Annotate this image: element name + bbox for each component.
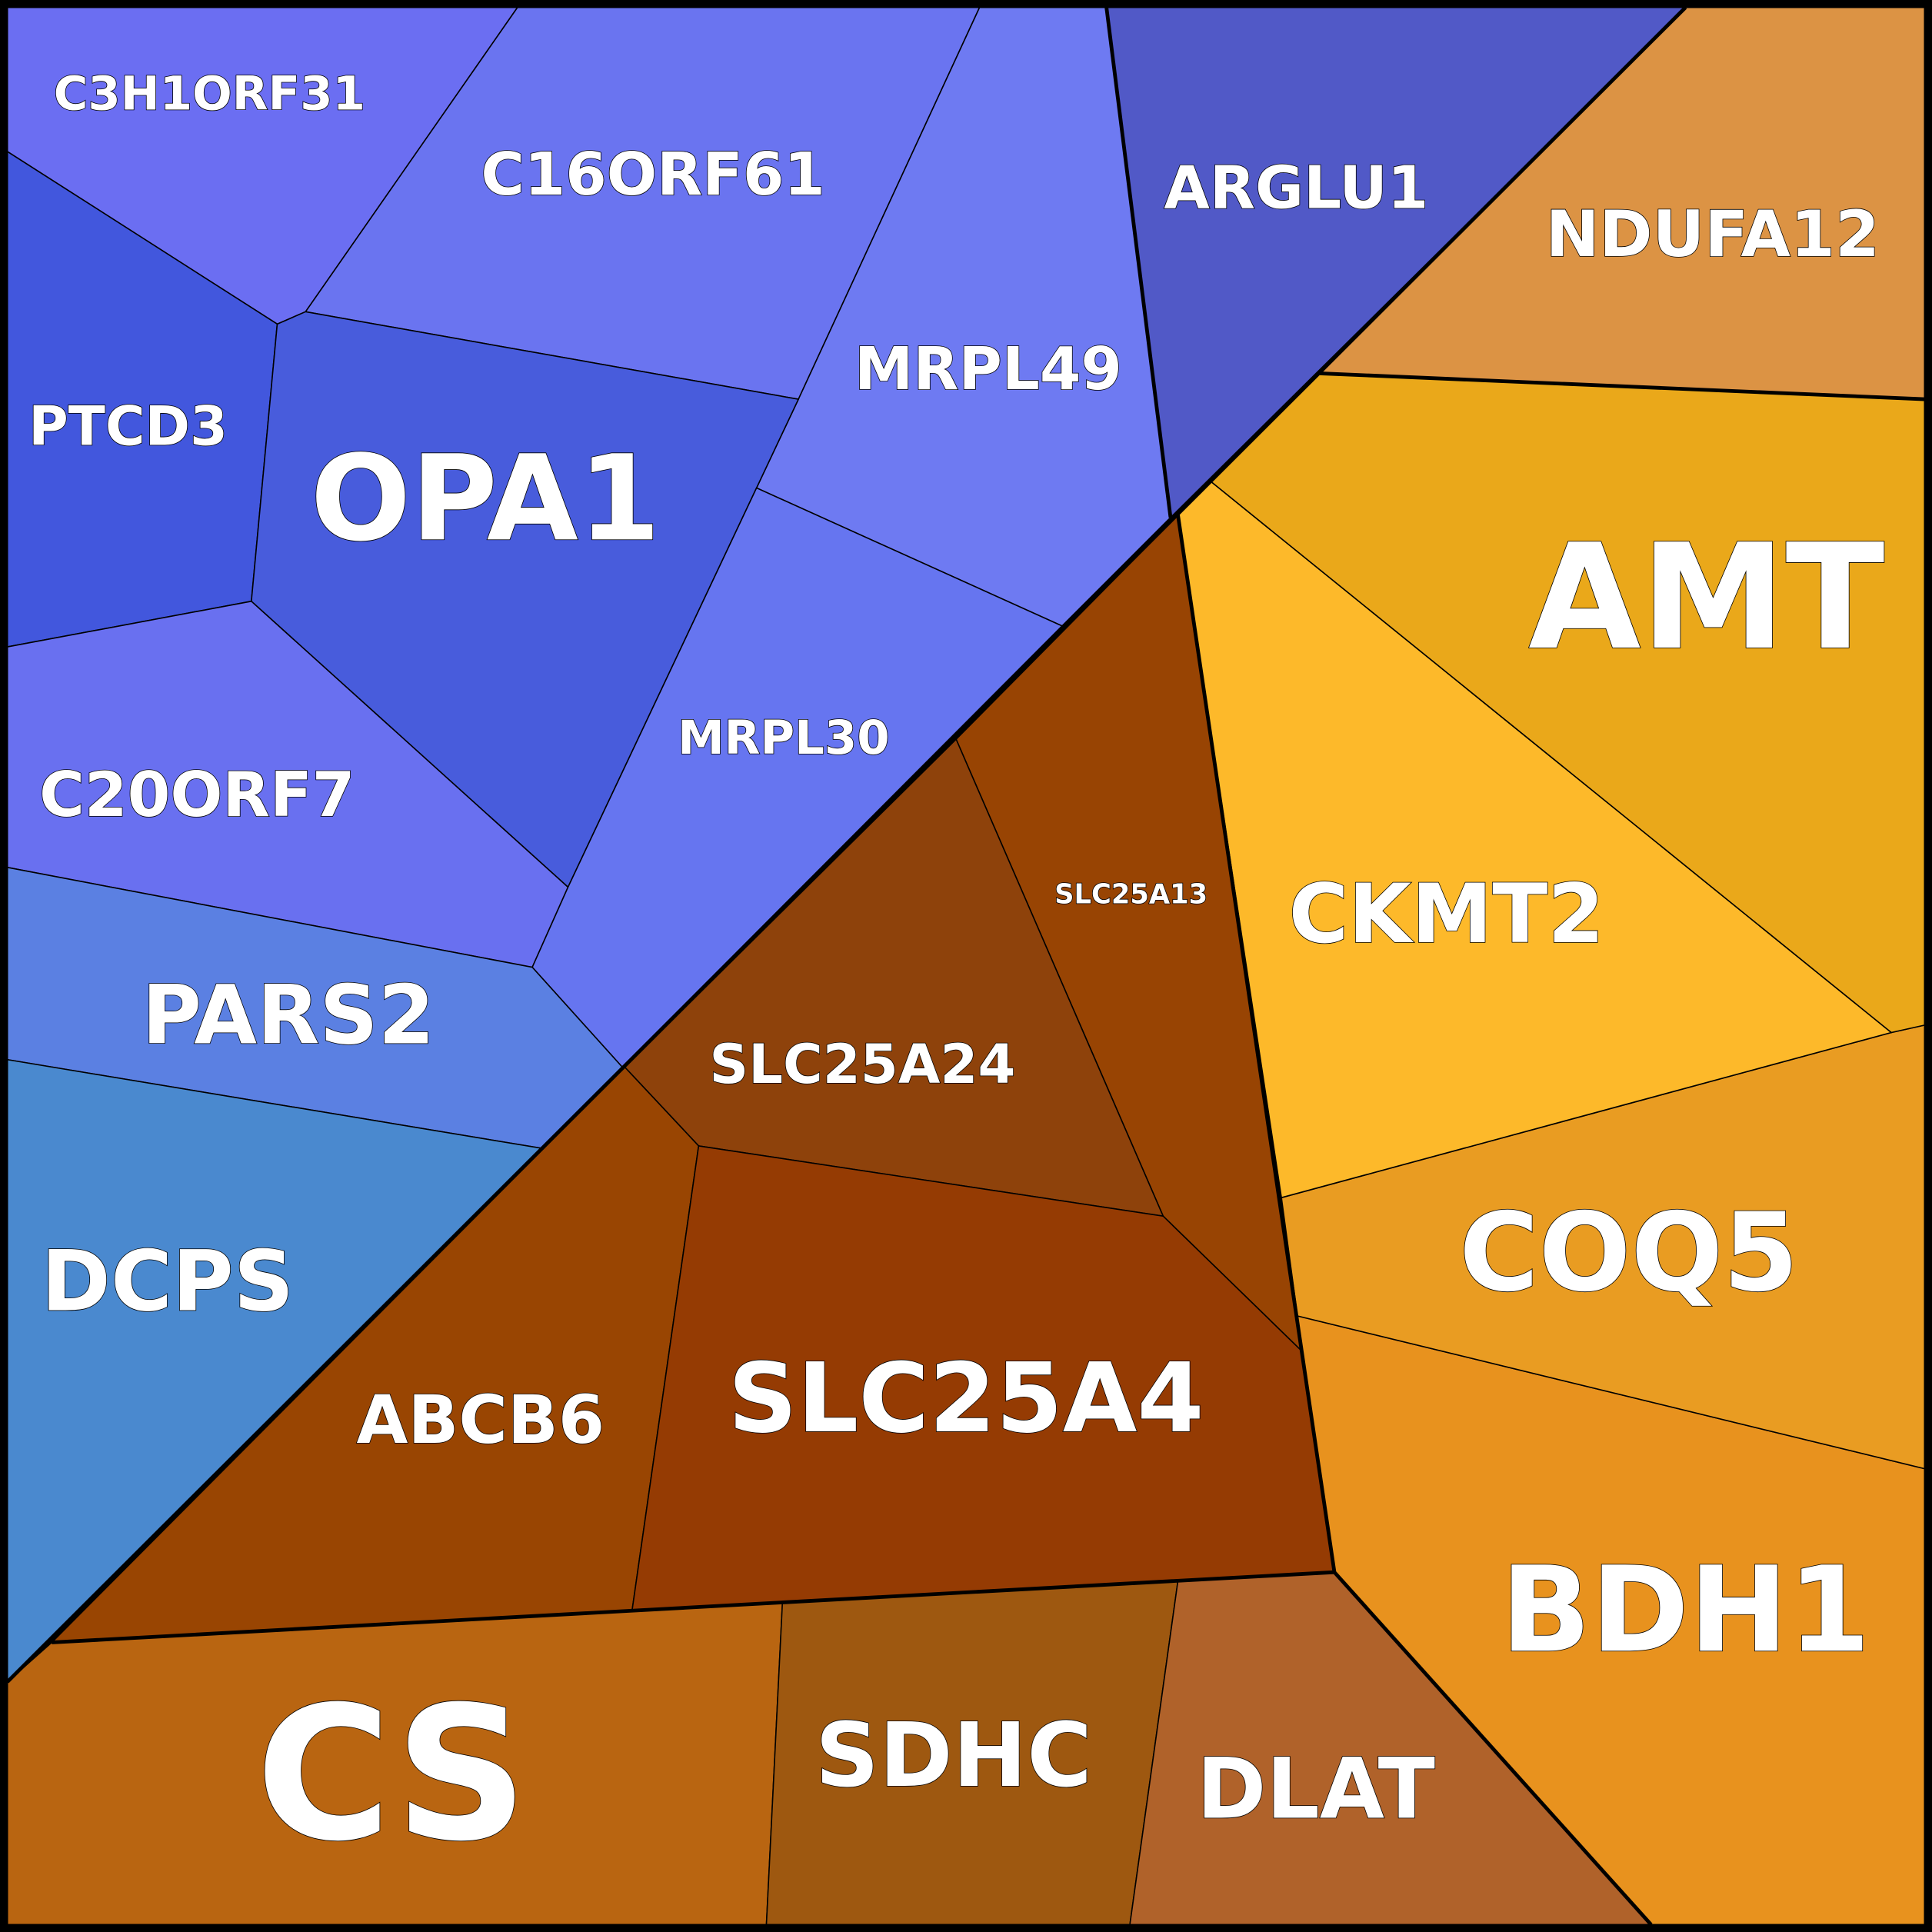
cell-label: OPA1	[311, 430, 661, 568]
cell-label: PTCD3	[28, 395, 228, 458]
cell-label: C16ORF61	[481, 141, 824, 209]
cell-label: ABCB6	[357, 1382, 605, 1459]
cell-label: C3H1ORF31	[54, 66, 365, 121]
cell-label: SDHC	[815, 1704, 1092, 1807]
cell-label: DCPS	[42, 1233, 295, 1331]
cell-label: DLAT	[1197, 1740, 1435, 1838]
cell-label: CKMT2	[1289, 867, 1604, 961]
group-border	[5, 5, 1687, 1684]
cell-label: ARGLU1	[1164, 155, 1428, 223]
group-border	[1319, 371, 1925, 401]
cell-label: SLC25A4	[728, 1343, 1204, 1454]
cell-label: C20ORF7	[39, 759, 355, 831]
cell-label: NDUFA12	[1546, 197, 1880, 271]
cell-label: CS	[256, 1667, 528, 1882]
cell-label: MRPL49	[854, 335, 1122, 404]
group-borders	[5, 5, 1925, 1926]
group-border	[52, 1570, 1335, 1644]
cell-label: BDH1	[1501, 1541, 1870, 1679]
cell-label: SLC25A13	[1054, 879, 1208, 911]
cell-label: SLC25A24	[709, 1033, 1015, 1096]
cell-label: MRPL30	[678, 711, 890, 765]
cell-label: PARS2	[142, 968, 435, 1063]
group-border	[1104, 7, 1173, 518]
cell-label: COQ5	[1459, 1190, 1798, 1316]
cell-label: AMT	[1528, 513, 1884, 682]
